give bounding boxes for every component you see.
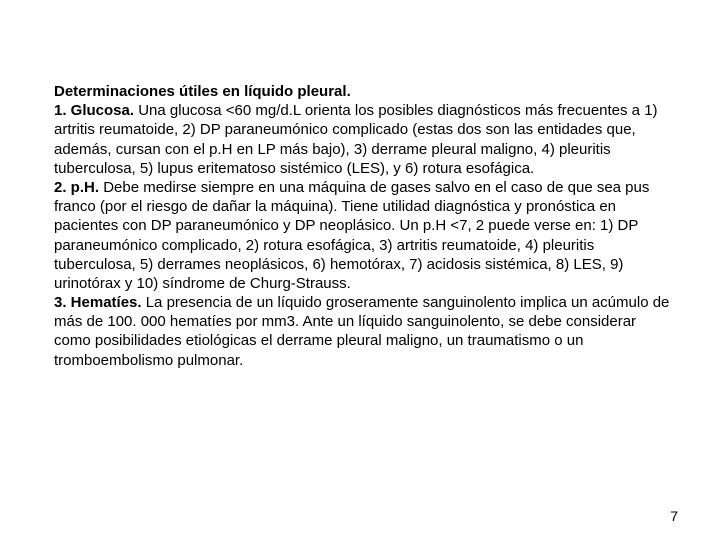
section-2-text: Debe medirse siempre en una máquina de g… bbox=[54, 179, 649, 292]
section-1-label: 1. Glucosa. bbox=[54, 102, 138, 119]
section-1-text: Una glucosa <60 mg/d.L orienta los posib… bbox=[54, 102, 658, 177]
doc-title: Determinaciones útiles en líquido pleura… bbox=[54, 83, 351, 100]
section-2-label: 2. p.H. bbox=[54, 179, 103, 196]
document-body: Determinaciones útiles en líquido pleura… bbox=[54, 82, 674, 370]
page-number: 7 bbox=[670, 508, 678, 524]
section-3-text: La presencia de un líquido groseramente … bbox=[54, 294, 669, 369]
section-3-label: 3. Hematíes. bbox=[54, 294, 146, 311]
